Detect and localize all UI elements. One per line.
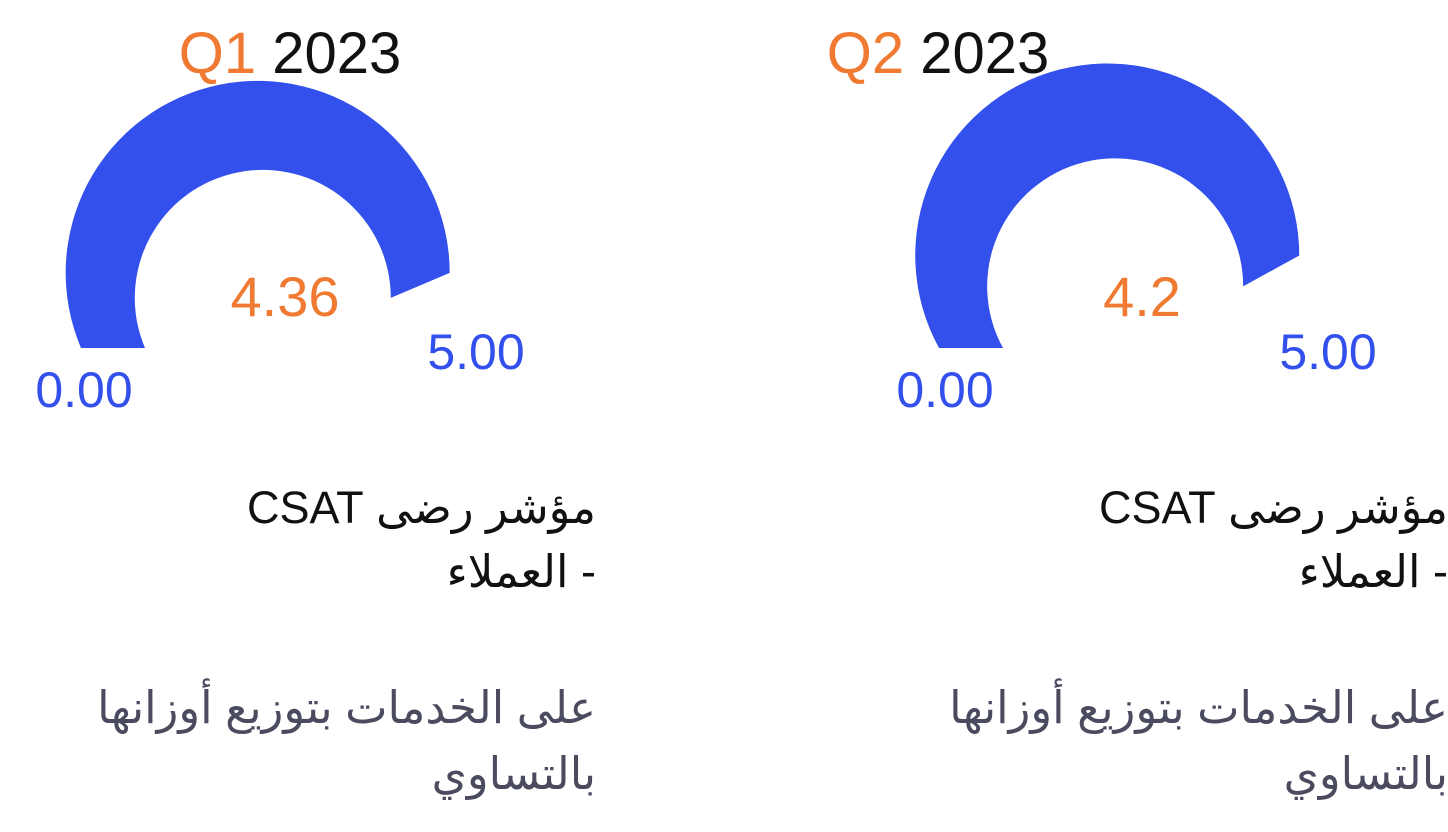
gauge-arc <box>915 63 1300 348</box>
year-label: 2023 <box>920 21 1050 86</box>
year-label: 2023 <box>272 21 402 86</box>
metric-description: على الخدمات بتوزيع أوزانها بالتساوي <box>0 675 596 807</box>
gauge-value-label: 4.2 <box>1103 265 1181 328</box>
gauge-value-label: 4.36 <box>231 265 340 328</box>
metric-description: على الخدمات بتوزيع أوزانها بالتساوي <box>788 675 1448 807</box>
gauge-chart: 4.36 0.00 5.00 <box>35 80 525 418</box>
metric-description-line: بالتساوي <box>431 748 596 799</box>
gauge-max-label: 5.00 <box>427 324 524 380</box>
quarter-label: Q2 <box>826 21 905 86</box>
gauge-panel-q1: Q1 2023 4.36 0.00 5.00 مؤشر رضى CSAT - ا… <box>0 0 660 832</box>
metric-title-line: - العملاء <box>1298 546 1448 597</box>
metric-description-line: بالتساوي <box>1283 748 1448 799</box>
metric-title-line: مؤشر رضى CSAT <box>246 482 596 533</box>
gauge-min-label: 0.00 <box>35 362 132 418</box>
quarter-label: Q1 <box>178 21 257 86</box>
gauge-panel-q2: Q2 2023 4.2 0.00 5.00 مؤشر رضى CSAT - ال… <box>788 0 1448 832</box>
metric-title: مؤشر رضى CSAT - العملاء <box>36 476 596 604</box>
metric-title: مؤشر رضى CSAT - العملاء <box>948 476 1448 604</box>
metric-description-line: على الخدمات بتوزيع أوزانها <box>949 682 1448 733</box>
metric-title-line: مؤشر رضى CSAT <box>1098 482 1448 533</box>
chart-title: Q2 2023 <box>638 14 1238 94</box>
metric-title-line: - العملاء <box>446 546 596 597</box>
gauge-max-label: 5.00 <box>1279 324 1376 380</box>
gauge-chart: 4.2 0.00 5.00 <box>896 63 1377 418</box>
chart-title: Q1 2023 <box>0 14 590 94</box>
gauge-min-label: 0.00 <box>896 362 993 418</box>
gauge-arc <box>65 80 450 348</box>
metric-description-line: على الخدمات بتوزيع أوزانها <box>97 682 596 733</box>
